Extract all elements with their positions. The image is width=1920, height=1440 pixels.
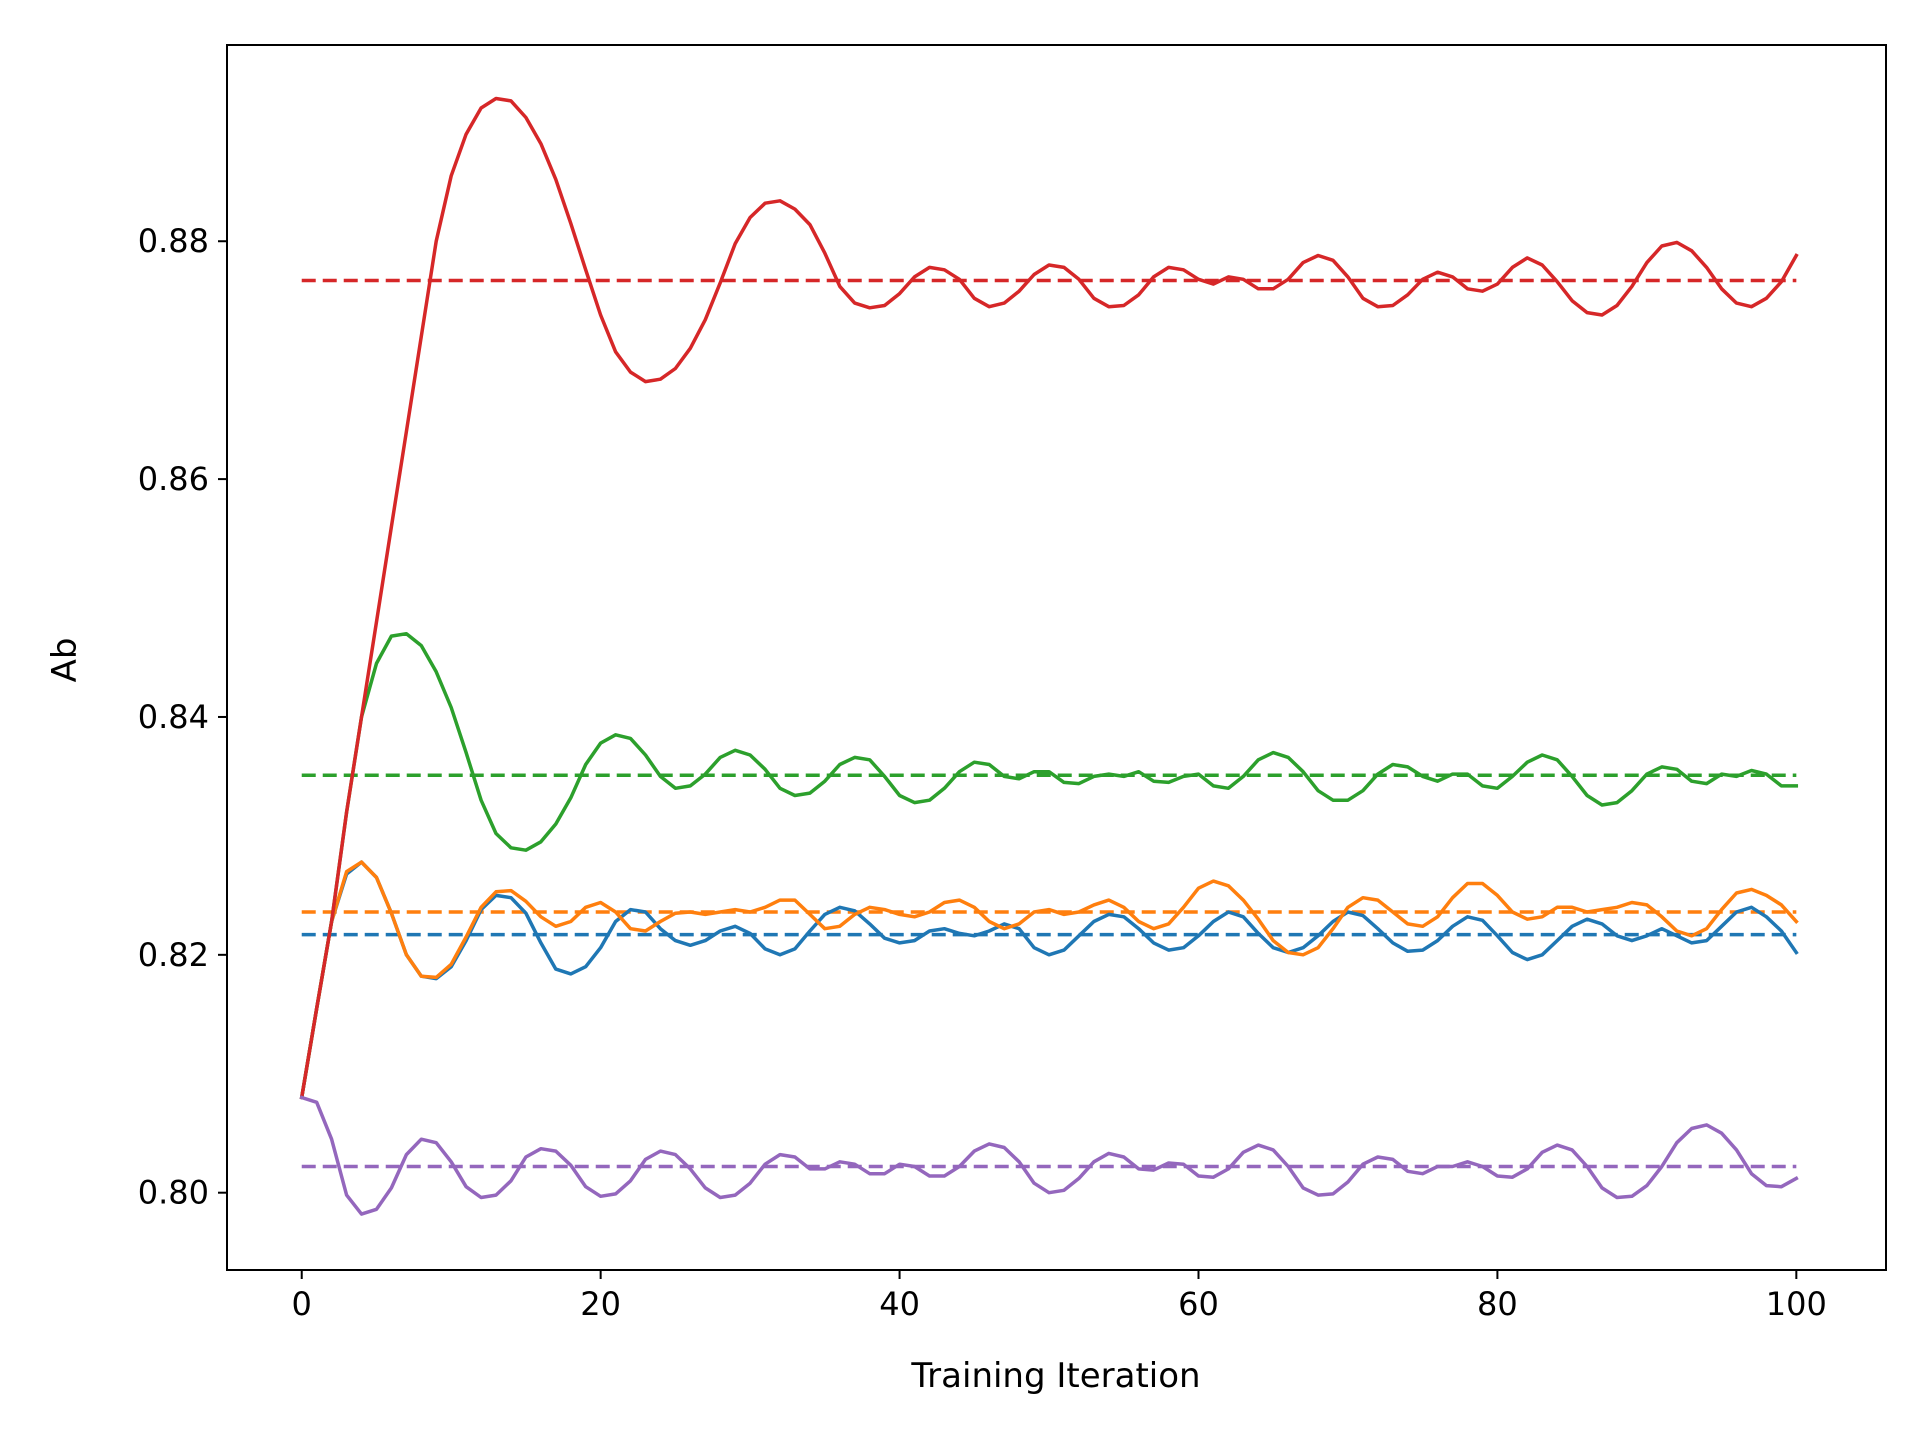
x-axis-label: Training Iteration bbox=[910, 1356, 1200, 1396]
y-tick-label: 0.86 bbox=[138, 460, 209, 498]
x-tick-label: 0 bbox=[292, 1285, 312, 1323]
series-layer bbox=[299, 96, 1799, 1216]
x-tick-label: 60 bbox=[1178, 1285, 1219, 1323]
series-4-line bbox=[299, 1095, 1799, 1216]
x-tick-label: 20 bbox=[580, 1285, 621, 1323]
x-tick-label: 80 bbox=[1477, 1285, 1518, 1323]
series-0-line bbox=[299, 860, 1799, 1100]
series-3-line bbox=[299, 96, 1799, 1100]
y-tick-label: 0.88 bbox=[138, 222, 209, 260]
x-tick-label: 100 bbox=[1766, 1285, 1827, 1323]
series-1-line bbox=[299, 860, 1799, 1100]
y-tick-label: 0.80 bbox=[138, 1174, 209, 1212]
x-tick-label: 40 bbox=[879, 1285, 920, 1323]
plot-frame bbox=[226, 44, 1887, 1271]
y-axis: 0.80 0.82 0.84 0.86 0.88 bbox=[138, 222, 227, 1212]
y-tick-label: 0.82 bbox=[138, 936, 209, 974]
series-2-line bbox=[299, 631, 1799, 1100]
x-axis: 0 20 40 60 80 100 bbox=[292, 1270, 1827, 1323]
y-axis-label: Ab bbox=[45, 638, 85, 683]
y-tick-label: 0.84 bbox=[138, 698, 209, 736]
